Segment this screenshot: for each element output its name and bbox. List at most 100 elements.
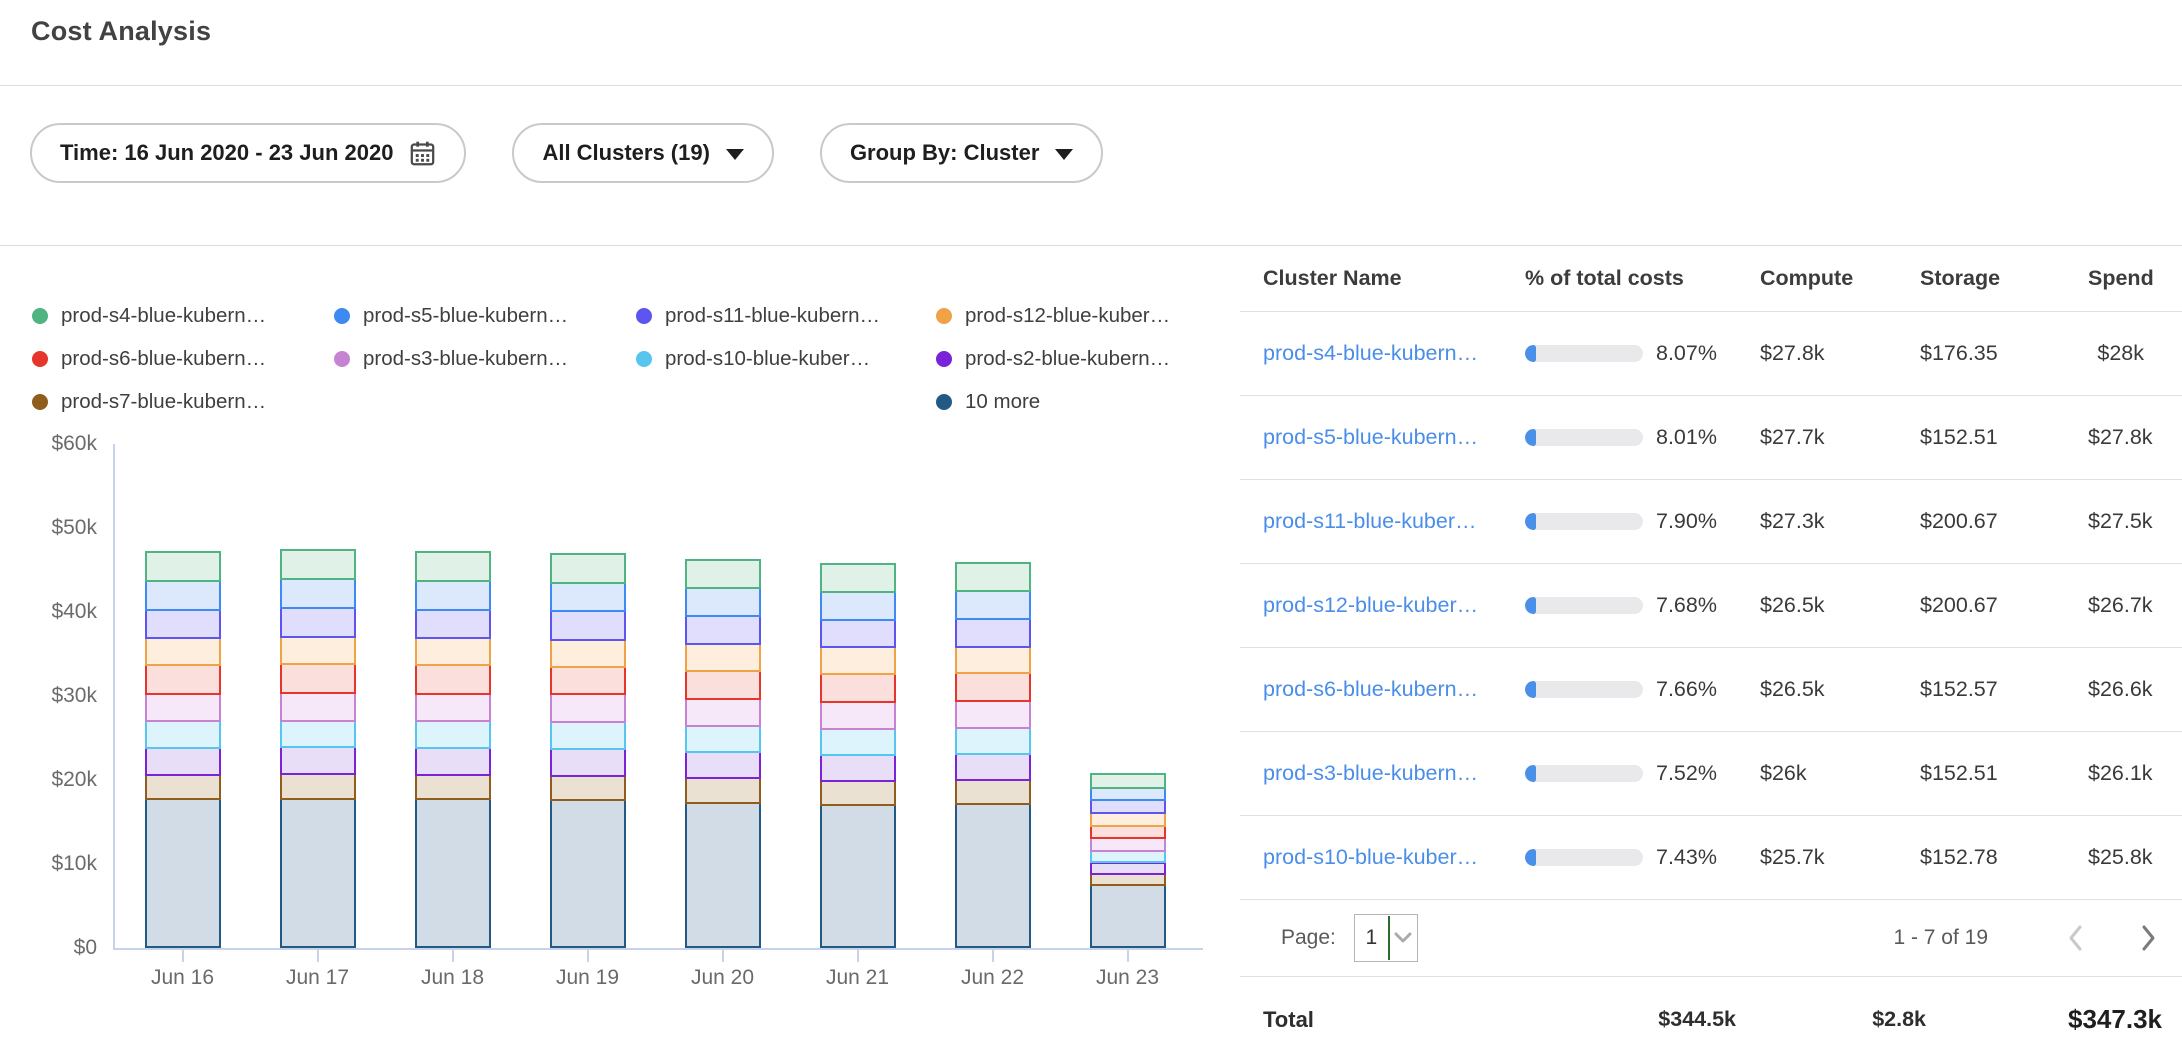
bar-segment[interactable] bbox=[415, 720, 491, 749]
legend-item[interactable]: prod-s11-blue-kubern… bbox=[636, 304, 936, 328]
bar-segment[interactable] bbox=[280, 578, 356, 609]
clusters-filter-dropdown[interactable]: All Clusters (19) bbox=[512, 123, 774, 183]
bar-segment[interactable] bbox=[820, 701, 896, 730]
bar-segment[interactable] bbox=[550, 693, 626, 723]
bar-segment[interactable] bbox=[280, 549, 356, 580]
legend-item[interactable]: 10 more bbox=[936, 390, 1170, 414]
cluster-name-link[interactable]: prod-s11-blue-kuber… bbox=[1263, 509, 1525, 534]
bar-segment[interactable] bbox=[685, 802, 761, 948]
bar-segment[interactable] bbox=[145, 693, 221, 723]
bar-segment[interactable] bbox=[955, 618, 1031, 648]
bar-segment[interactable] bbox=[955, 562, 1031, 592]
bar-segment[interactable] bbox=[685, 670, 761, 700]
group-by-dropdown[interactable]: Group By: Cluster bbox=[820, 123, 1103, 183]
bar-segment[interactable] bbox=[550, 799, 626, 948]
bar-segment[interactable] bbox=[280, 798, 356, 948]
bar-segment[interactable] bbox=[415, 609, 491, 640]
bar-segment[interactable] bbox=[955, 646, 1031, 675]
bar-segment[interactable] bbox=[685, 725, 761, 753]
bar-segment[interactable] bbox=[685, 698, 761, 728]
bar-segment[interactable] bbox=[820, 619, 896, 649]
cluster-name-link[interactable]: prod-s6-blue-kubern… bbox=[1263, 677, 1525, 702]
bar-segment[interactable] bbox=[415, 551, 491, 582]
bar-segment[interactable] bbox=[145, 609, 221, 640]
legend-item[interactable]: prod-s2-blue-kubern… bbox=[936, 347, 1170, 371]
bar-segment[interactable] bbox=[1090, 884, 1166, 948]
bar-segment[interactable] bbox=[955, 672, 1031, 702]
bar-segment[interactable] bbox=[280, 746, 356, 775]
bar-segment[interactable] bbox=[955, 727, 1031, 755]
legend-item[interactable]: prod-s10-blue-kuber… bbox=[636, 347, 936, 371]
bar-segment[interactable] bbox=[415, 637, 491, 666]
bar-segment[interactable] bbox=[145, 580, 221, 611]
bar-segment[interactable] bbox=[820, 728, 896, 756]
bar-segment[interactable] bbox=[1090, 850, 1166, 864]
bar-segment[interactable] bbox=[415, 580, 491, 611]
bar-segment[interactable] bbox=[145, 664, 221, 695]
bar-segment[interactable] bbox=[1090, 773, 1166, 788]
bar-segment[interactable] bbox=[820, 646, 896, 675]
legend-item[interactable]: prod-s7-blue-kubern… bbox=[32, 390, 334, 414]
legend-item[interactable]: prod-s6-blue-kubern… bbox=[32, 347, 334, 371]
bar-segment[interactable] bbox=[685, 615, 761, 645]
bar-segment[interactable] bbox=[550, 610, 626, 641]
bar-segment[interactable] bbox=[685, 777, 761, 803]
time-range-filter[interactable]: Time: 16 Jun 2020 - 23 Jun 2020 bbox=[30, 123, 466, 183]
bar-segment[interactable] bbox=[280, 607, 356, 638]
bar-segment[interactable] bbox=[145, 551, 221, 582]
bar-segment[interactable] bbox=[415, 664, 491, 695]
bar-segment[interactable] bbox=[685, 751, 761, 779]
bar-segment[interactable] bbox=[820, 780, 896, 806]
bar-segment[interactable] bbox=[280, 636, 356, 666]
bar-segment[interactable] bbox=[955, 753, 1031, 781]
bar-segment[interactable] bbox=[145, 774, 221, 800]
bar-segment[interactable] bbox=[685, 643, 761, 672]
legend-item[interactable]: prod-s4-blue-kubern… bbox=[32, 304, 334, 328]
bar-segment[interactable] bbox=[820, 591, 896, 621]
bar-segment[interactable] bbox=[145, 637, 221, 666]
bar-segment[interactable] bbox=[1090, 825, 1166, 840]
bar-segment[interactable] bbox=[1090, 787, 1166, 802]
bar-segment[interactable] bbox=[820, 754, 896, 782]
cluster-name-link[interactable]: prod-s5-blue-kubern… bbox=[1263, 425, 1525, 450]
bar-segment[interactable] bbox=[1090, 812, 1166, 827]
cluster-name-link[interactable]: prod-s12-blue-kuber… bbox=[1263, 593, 1525, 618]
bar-segment[interactable] bbox=[550, 639, 626, 668]
bar-segment[interactable] bbox=[415, 798, 491, 948]
bar-segment[interactable] bbox=[955, 700, 1031, 729]
legend-item[interactable]: prod-s5-blue-kubern… bbox=[334, 304, 636, 328]
bar-segment[interactable] bbox=[685, 559, 761, 589]
bar-segment[interactable] bbox=[415, 747, 491, 776]
legend-item[interactable]: prod-s12-blue-kuber… bbox=[936, 304, 1170, 328]
cluster-name-link[interactable]: prod-s4-blue-kubern… bbox=[1263, 341, 1525, 366]
bar-segment[interactable] bbox=[955, 803, 1031, 948]
bar-segment[interactable] bbox=[415, 693, 491, 723]
next-page-button[interactable] bbox=[2138, 923, 2158, 953]
bar-segment[interactable] bbox=[145, 798, 221, 948]
bar-segment[interactable] bbox=[415, 774, 491, 800]
bar-segment[interactable] bbox=[1090, 799, 1166, 814]
bar-segment[interactable] bbox=[955, 590, 1031, 620]
cluster-name-link[interactable]: prod-s10-blue-kuber… bbox=[1263, 845, 1525, 870]
bar-segment[interactable] bbox=[550, 666, 626, 696]
bar-segment[interactable] bbox=[550, 553, 626, 584]
bar-segment[interactable] bbox=[1090, 837, 1166, 852]
bar-segment[interactable] bbox=[685, 587, 761, 618]
cluster-name-link[interactable]: prod-s3-blue-kubern… bbox=[1263, 761, 1525, 786]
bar-segment[interactable] bbox=[550, 582, 626, 613]
bar-segment[interactable] bbox=[280, 720, 356, 749]
legend-item[interactable]: prod-s3-blue-kubern… bbox=[334, 347, 636, 371]
bar-segment[interactable] bbox=[280, 773, 356, 799]
bar-segment[interactable] bbox=[280, 663, 356, 694]
bar-segment[interactable] bbox=[820, 673, 896, 703]
previous-page-button[interactable] bbox=[2066, 923, 2086, 953]
bar-segment[interactable] bbox=[145, 720, 221, 749]
bar-segment[interactable] bbox=[550, 775, 626, 801]
bar-segment[interactable] bbox=[280, 692, 356, 722]
bar-segment[interactable] bbox=[145, 747, 221, 776]
bar-segment[interactable] bbox=[820, 563, 896, 593]
page-select[interactable]: 1 bbox=[1354, 914, 1418, 962]
bar-segment[interactable] bbox=[1090, 862, 1166, 876]
bar-segment[interactable] bbox=[820, 804, 896, 948]
bar-segment[interactable] bbox=[550, 748, 626, 777]
